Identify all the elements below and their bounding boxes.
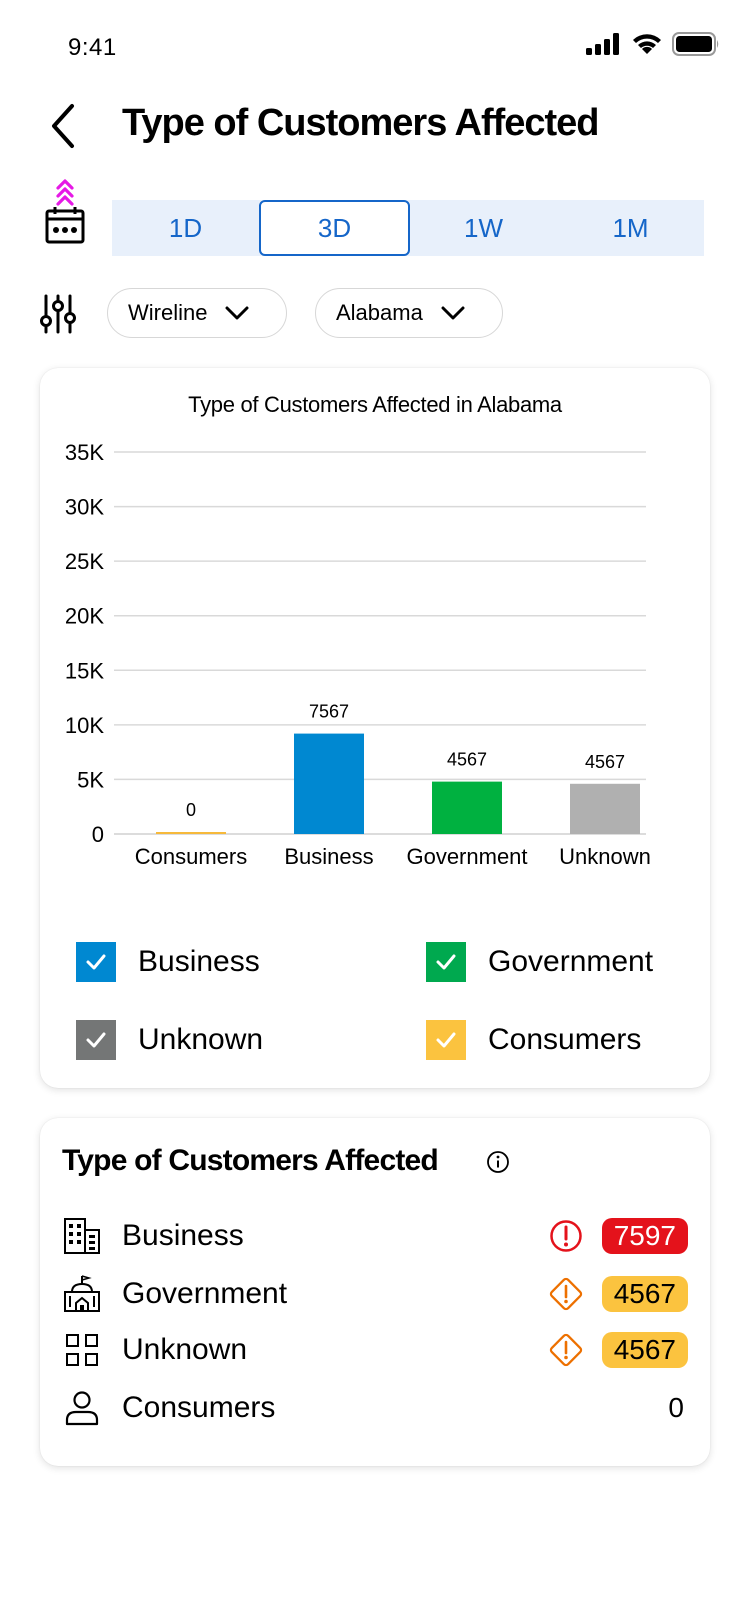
bar-value-label: 7567 [309, 702, 349, 722]
legend-checkbox-unknown[interactable] [76, 1020, 116, 1060]
chevron-down-icon [225, 306, 249, 320]
summary-row-consumers[interactable]: Consumers 0 [62, 1386, 688, 1430]
bar-government [432, 781, 502, 834]
x-tick-label: Business [284, 844, 373, 869]
y-tick-label: 10K [65, 713, 104, 738]
x-tick-label: Unknown [559, 844, 651, 869]
network-dropdown-value: Wireline [128, 300, 208, 325]
status-bar: 9:41 [0, 0, 750, 90]
back-button[interactable] [46, 98, 86, 154]
summary-row-label: Unknown [122, 1333, 248, 1366]
y-tick-label: 30K [65, 495, 104, 520]
warning-alert-icon [548, 1332, 584, 1368]
checkmark-icon [86, 1032, 106, 1048]
bar-consumers [156, 832, 226, 834]
x-tick-label: Consumers [135, 844, 247, 869]
government-building-icon [62, 1274, 102, 1314]
grid-icon [62, 1330, 102, 1370]
chevron-left-icon [52, 104, 74, 148]
segment-3d[interactable]: 3D [259, 200, 410, 256]
y-tick-label: 0 [92, 822, 104, 847]
building-icon [62, 1216, 102, 1256]
legend-label-unknown: Unknown [138, 1023, 264, 1056]
wifi-icon [633, 34, 661, 54]
cellular-signal-icon [586, 33, 619, 55]
y-tick-label: 15K [65, 658, 104, 683]
time-range-row: 1D 3D 1W 1M [0, 176, 750, 266]
legend-item-consumers[interactable]: Consumers [426, 1020, 641, 1060]
summary-row-value-badge: 4567 [601, 1276, 688, 1312]
bar-unknown [570, 783, 640, 834]
legend-checkbox-consumers[interactable] [426, 1020, 466, 1060]
legend-checkbox-government[interactable] [426, 942, 466, 982]
legend-item-unknown[interactable]: Unknown [76, 1020, 263, 1060]
state-dropdown[interactable]: Alabama [315, 288, 503, 338]
bar-value-label: 0 [186, 800, 196, 820]
x-tick-label: Government [406, 844, 527, 869]
y-tick-label: 5K [77, 767, 104, 792]
segment-1w[interactable]: 1W [464, 212, 503, 243]
network-dropdown[interactable]: Wireline [107, 288, 287, 338]
status-icons [586, 32, 720, 56]
chart-title: Type of Customers Affected in Alabama [188, 392, 562, 417]
y-tick-label: 35K [65, 440, 104, 465]
legend-label-government: Government [488, 945, 654, 978]
person-icon [62, 1388, 102, 1428]
error-alert-icon [548, 1218, 584, 1254]
y-tick-label: 25K [65, 549, 104, 574]
chart-card: Type of Customers Affected in Alabama 0 5… [40, 368, 710, 1088]
summary-card: Type of Customers Affected Business [40, 1118, 710, 1466]
legend-checkbox-business[interactable] [76, 942, 116, 982]
info-icon[interactable] [486, 1150, 510, 1174]
warning-alert-icon [548, 1276, 584, 1312]
checkmark-icon [436, 954, 456, 970]
summary-row-government[interactable]: Government 4567 [62, 1272, 688, 1316]
bar-chart: 0 5K 10K 15K 20K 25K 30K 35K 0 Consumers 7567 Busin… [65, 440, 651, 869]
status-time: 9:41 [68, 34, 117, 61]
checkmark-icon [436, 1032, 456, 1048]
y-tick-label: 20K [65, 604, 104, 629]
header: Type of Customers Affected [0, 90, 750, 170]
legend-label-business: Business [138, 945, 260, 978]
bar-business [294, 733, 364, 834]
summary-row-value: 0 [668, 1392, 684, 1423]
chart-legend: Business Government Unknown Consumers [40, 934, 710, 1084]
chevron-down-icon [441, 306, 465, 320]
summary-row-value-badge: 7597 [601, 1218, 688, 1254]
calendar-upgrade-icon[interactable] [42, 178, 88, 250]
filter-row: Wireline Alabama [0, 286, 750, 340]
checkmark-icon [86, 954, 106, 970]
summary-row-value-badge: 4567 [601, 1332, 688, 1368]
legend-label-consumers: Consumers [488, 1023, 642, 1056]
state-dropdown-value: Alabama [336, 300, 423, 325]
summary-row-unknown[interactable]: Unknown 4567 [62, 1328, 688, 1372]
page-title: Type of Customers Affected [122, 102, 600, 144]
legend-item-business[interactable]: Business [76, 942, 260, 982]
bar-value-label: 4567 [447, 750, 487, 770]
summary-row-label: Government [122, 1277, 288, 1310]
summary-row-label: Consumers [122, 1391, 276, 1424]
summary-row-label: Business [122, 1219, 244, 1252]
legend-item-government[interactable]: Government [426, 942, 653, 982]
filter-sliders-icon[interactable] [40, 294, 76, 334]
summary-title: Type of Customers Affected [62, 1144, 439, 1177]
battery-icon [672, 32, 719, 56]
segment-1d[interactable]: 1D [168, 212, 203, 243]
bar-value-label: 4567 [585, 752, 625, 772]
segment-1m[interactable]: 1M [612, 212, 649, 243]
time-range-segmented-control: 1D 3D 1W 1M [112, 200, 704, 256]
summary-row-business[interactable]: Business 7597 [62, 1214, 688, 1258]
